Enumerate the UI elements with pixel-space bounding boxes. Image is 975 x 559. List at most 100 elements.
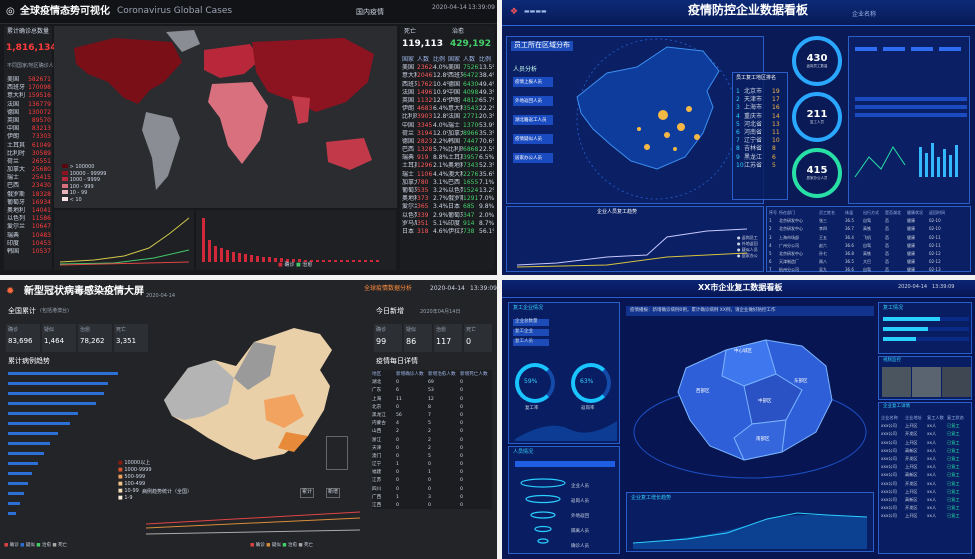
table-cell: 高新区 (905, 496, 918, 502)
table-cell: 伊朗 (402, 105, 415, 113)
map-south-america (142, 112, 180, 190)
table-cell: 法国 (402, 88, 415, 96)
table-cell: 人数 (463, 56, 476, 63)
table-cell: 健康 (907, 275, 929, 276)
table-cell: 7447 (463, 137, 479, 145)
table-cell: 8 (736, 145, 740, 153)
table-cell: 13.2% (479, 187, 494, 194)
table-row: xxx公司 上开区 xx人 已复工 (881, 438, 971, 446)
country-name: 荷兰 (7, 157, 20, 165)
personnel-button[interactable]: 湖北籍返工人员 (513, 115, 553, 125)
table-row: 土耳其12962.1%奥地利734352.3% (402, 162, 494, 170)
stat-label: 治愈 (436, 327, 447, 333)
table-cell: 否 (885, 234, 889, 240)
table-cell: 江苏 (372, 478, 382, 484)
table-cell: 俄罗斯 (448, 195, 463, 203)
table-cell: xx人 (927, 505, 937, 511)
table-cell: 西班牙 (402, 80, 417, 88)
table-cell: 土耳其 (402, 162, 417, 170)
table-row: 1 北京研发中心 张三 36.5 自驾 否 健康 02-10 (769, 217, 970, 225)
q4-date: 2020-04-14 (898, 284, 928, 290)
table-row: 湖北 0 69 0 (372, 378, 492, 386)
table-cell: 开发区 (905, 455, 918, 461)
list-item: 伊朗 73303 (7, 133, 51, 141)
table-cell: 3194 (417, 129, 433, 137)
table-cell: 12.8% (433, 113, 448, 121)
table-cell: 0 (460, 503, 463, 508)
table-cell: 北京 (372, 404, 382, 410)
table-cell: 澳大利亚 (448, 170, 463, 178)
q1-title: 全球疫情态势可视化 (20, 6, 110, 17)
table-cell: 3.4% (433, 203, 448, 211)
q4-gauge-a-label: 复工率 (525, 406, 539, 411)
table-cell: 2 (428, 429, 431, 435)
table-cell: 64300 (463, 80, 479, 88)
q3-tab-new[interactable]: 新增 (326, 488, 341, 498)
country-name: 西班牙 (7, 84, 26, 92)
table-cell: 1655 (463, 178, 479, 186)
table-cell: 02-11 (929, 242, 941, 248)
table-cell: 开发区 (905, 480, 918, 486)
personnel-button[interactable]: 外地返回人员 (513, 96, 553, 106)
q4-funnel-bar (515, 461, 615, 467)
table-cell: 6 (736, 128, 740, 136)
table-cell: 员工姓名 (819, 210, 835, 215)
q4-map-center-label: 中心城区 (734, 349, 752, 354)
q4-progress-1 (883, 317, 969, 321)
q2-header: ❖ ▬▬▬▬ 疫情防控企业数据看板 企业名称 (502, 0, 975, 26)
table-cell: 健康 (907, 267, 915, 273)
table-cell: 12.6% (433, 96, 448, 104)
q4-video-panel[interactable]: 视频监控 (878, 356, 972, 400)
table-cell: 已复工 (947, 439, 960, 445)
table-cell: 6 (769, 259, 772, 265)
country-name: 中国 (7, 125, 20, 133)
video-feed-1[interactable] (882, 367, 911, 397)
table-cell: 5 (772, 161, 776, 169)
table-cell: 罗马尼亚 (402, 219, 417, 227)
table-cell: 奥地利 (402, 195, 417, 203)
table-cell: 0 (428, 503, 431, 508)
q2-personnel-label: 人员分析 (513, 66, 538, 73)
stat-value: 99 (376, 337, 387, 346)
table-cell: xxx公司 (881, 431, 897, 437)
rank-row: 8 吉林省 8 (736, 144, 786, 152)
table-cell: 荷兰 (402, 129, 415, 137)
table-row: xxx公司 上开区 xx人 已复工 (881, 421, 971, 429)
q4-time: 13:39:09 (932, 284, 955, 290)
q1-tab-domestic[interactable]: 国内疫情 (356, 8, 384, 16)
q3-tab-cumulative[interactable]: 累计 (300, 488, 315, 498)
video-feed-2[interactable] (912, 367, 941, 397)
personnel-button[interactable]: 疫情疑似人员 (513, 134, 553, 144)
q1-country-list: 美国 582671 西班牙 170098 意大利 159516 法国 136779 德国 1300… (7, 76, 51, 256)
video-feed-3[interactable] (942, 367, 971, 397)
table-cell: 健康 (907, 250, 915, 256)
country-count: 26551 (31, 157, 51, 165)
table-cell: 返回时间 (929, 210, 945, 215)
table-cell: 土耳其 (448, 154, 463, 162)
table-row: xxx公司 上开区 xx人 已复工 (881, 462, 971, 470)
table-row: 黑龙江 56 7 0 (372, 411, 492, 419)
table-cell: 已复工 (947, 496, 960, 502)
q3-left-legend: ■ 确诊 ■ 疑似 ■ 治愈 ■ 死亡 (4, 543, 68, 548)
table-cell: 4 (736, 112, 740, 120)
personnel-button[interactable]: 疫情上报人员 (513, 77, 553, 87)
country-name: 英国 (7, 116, 20, 124)
q4-gauge-a-value: 59% (524, 378, 538, 385)
country-count: 23430 (31, 182, 51, 190)
personnel-button[interactable]: 居家办公人员 (513, 153, 553, 163)
country-count: 11586 (31, 215, 51, 223)
table-cell: 江苏省 (744, 161, 763, 169)
map-asia (252, 38, 374, 112)
table-cell: 0 (460, 470, 463, 476)
list-item: 巴西 23430 (7, 182, 51, 190)
q4-city-map[interactable]: 中心城区 西部区 中部区 东部区 南部区 (626, 320, 874, 486)
table-cell: 山西 (372, 429, 382, 435)
table-cell: 919 (417, 154, 429, 162)
table-row: xxx公司 上开区 xx人 已复工 (881, 487, 971, 495)
table-cell: 英国 (402, 96, 415, 104)
q3-global-button[interactable]: 全球疫情数据分析 (364, 285, 413, 292)
q1-world-map[interactable]: > 100000 10000 - 99999 1000 - 9999 100 -… (54, 26, 397, 208)
q3-china-map[interactable] (144, 320, 364, 490)
ring-value: 211 (806, 109, 828, 120)
